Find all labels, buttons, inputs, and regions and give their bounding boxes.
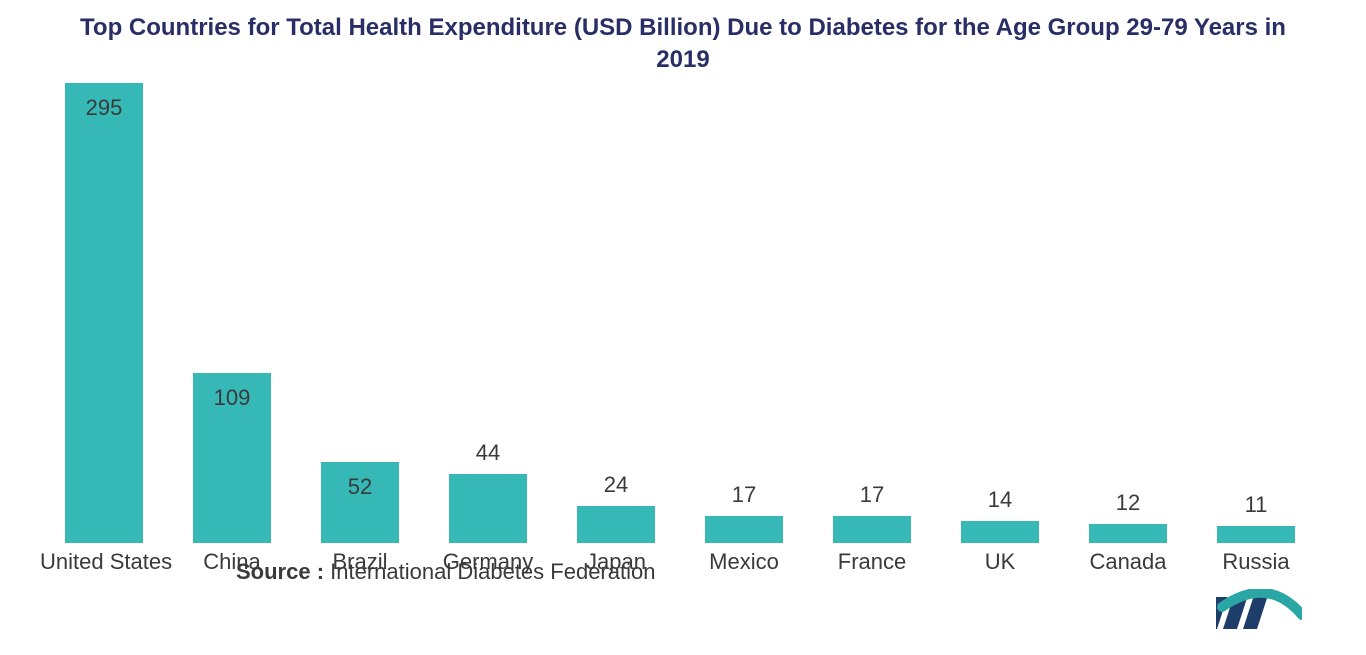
bar-rect: [577, 506, 655, 543]
category-label: China: [168, 543, 296, 575]
category-label: United States: [40, 543, 168, 575]
bar-value-label: 44: [424, 440, 552, 466]
category-label: Russia: [1192, 543, 1320, 575]
bar-rect: [65, 83, 143, 543]
category-label: UK: [936, 543, 1064, 575]
bar-rect: [449, 474, 527, 543]
bar-united-states: 295: [40, 83, 168, 543]
bar-chart: 2951095244241717141211 United StatesChin…: [40, 83, 1326, 543]
bar-brazil: 52: [296, 462, 424, 543]
bar-canada: 12: [1064, 524, 1192, 543]
bar-france: 17: [808, 516, 936, 543]
category-label: Japan: [552, 543, 680, 575]
bar-rect: [961, 521, 1039, 543]
category-label: Canada: [1064, 543, 1192, 575]
bar-value-label: 11: [1192, 492, 1320, 518]
bar-value-label: 12: [1064, 490, 1192, 516]
bar-japan: 24: [552, 506, 680, 543]
bar-value-label: 17: [808, 482, 936, 508]
bar-rect: [1217, 526, 1295, 543]
bar-value-label: 24: [552, 472, 680, 498]
bar-value-label: 295: [40, 95, 168, 121]
bar-mexico: 17: [680, 516, 808, 543]
category-label: Mexico: [680, 543, 808, 575]
bar-rect: [705, 516, 783, 543]
bar-russia: 11: [1192, 526, 1320, 543]
bar-uk: 14: [936, 521, 1064, 543]
bar-china: 109: [168, 373, 296, 543]
bar-value-label: 14: [936, 487, 1064, 513]
category-label: Germany: [424, 543, 552, 575]
category-label: France: [808, 543, 936, 575]
brand-logo: [1216, 589, 1302, 629]
bar-value-label: 52: [296, 474, 424, 500]
bar-rect: [833, 516, 911, 543]
bar-value-label: 17: [680, 482, 808, 508]
bar-rect: [1089, 524, 1167, 543]
chart-title: Top Countries for Total Health Expenditu…: [40, 12, 1326, 83]
category-label: Brazil: [296, 543, 424, 575]
bar-germany: 44: [424, 474, 552, 543]
bar-value-label: 109: [168, 385, 296, 411]
